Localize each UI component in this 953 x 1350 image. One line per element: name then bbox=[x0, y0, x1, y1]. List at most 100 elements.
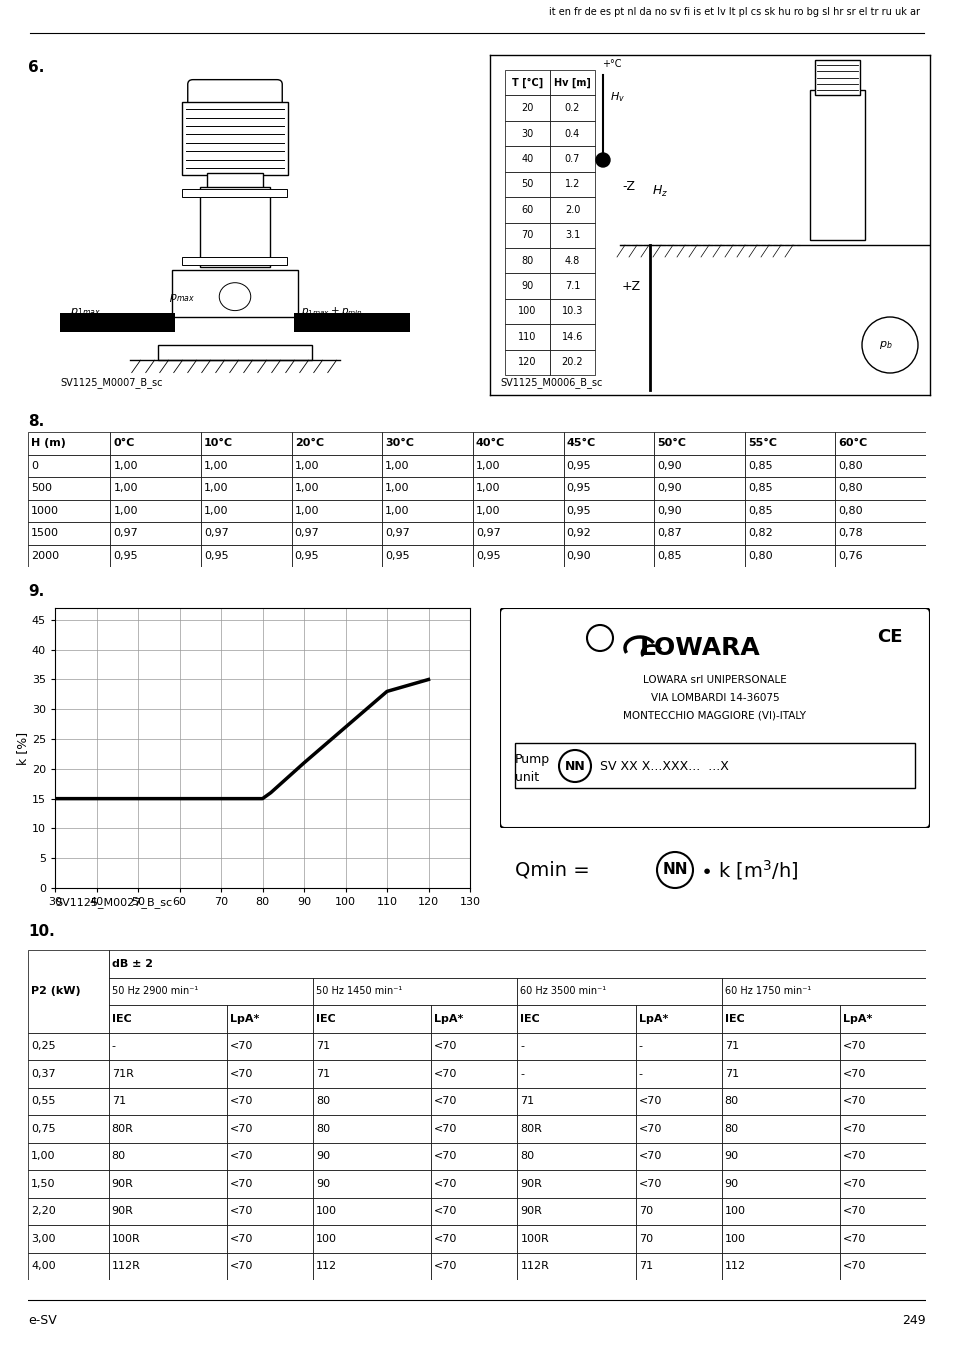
Text: it en fr de es pt nl da no sv fi is et lv lt pl cs sk hu ro bg sl hr sr el tr ru: it en fr de es pt nl da no sv fi is et l… bbox=[548, 7, 919, 18]
Bar bbox=[227, 1088, 313, 1115]
Bar bbox=[227, 1004, 313, 1033]
Bar bbox=[550, 70, 595, 96]
Text: 0.7: 0.7 bbox=[564, 154, 579, 163]
Bar bbox=[517, 977, 720, 1004]
Text: 0,87: 0,87 bbox=[657, 528, 681, 539]
Text: 71: 71 bbox=[519, 1096, 534, 1106]
Text: 0,95: 0,95 bbox=[204, 551, 229, 560]
Bar bbox=[28, 477, 111, 500]
Bar bbox=[504, 273, 550, 298]
Text: 112R: 112R bbox=[519, 1261, 549, 1272]
Bar bbox=[517, 1060, 635, 1088]
Text: 0,95: 0,95 bbox=[566, 460, 591, 471]
Text: 0: 0 bbox=[30, 460, 38, 471]
Text: 0,80: 0,80 bbox=[838, 460, 862, 471]
Text: 0,80: 0,80 bbox=[747, 551, 772, 560]
Text: 6.: 6. bbox=[28, 59, 45, 76]
Bar bbox=[292, 432, 382, 455]
Bar bbox=[744, 544, 835, 567]
Text: 1,00: 1,00 bbox=[476, 483, 500, 493]
Bar bbox=[292, 544, 382, 567]
Bar bbox=[227, 1060, 313, 1088]
Text: 8.: 8. bbox=[28, 413, 44, 428]
Bar bbox=[835, 522, 925, 544]
Text: 1.2: 1.2 bbox=[564, 180, 579, 189]
Bar bbox=[109, 1004, 227, 1033]
Text: 100R: 100R bbox=[519, 1234, 549, 1243]
Text: 2.0: 2.0 bbox=[564, 205, 579, 215]
Text: 60 Hz 3500 min⁻¹: 60 Hz 3500 min⁻¹ bbox=[519, 987, 606, 996]
Text: LpA*: LpA* bbox=[434, 1014, 463, 1023]
Bar bbox=[111, 500, 201, 522]
Text: 50 Hz 1450 min⁻¹: 50 Hz 1450 min⁻¹ bbox=[315, 987, 402, 996]
Bar bbox=[563, 500, 654, 522]
Text: 7.1: 7.1 bbox=[564, 281, 579, 292]
Bar bbox=[504, 324, 550, 350]
Bar bbox=[227, 1142, 313, 1170]
Text: 55°C: 55°C bbox=[747, 439, 776, 448]
Text: 112: 112 bbox=[724, 1261, 745, 1272]
Text: <70: <70 bbox=[434, 1123, 457, 1134]
Bar bbox=[744, 477, 835, 500]
Bar bbox=[431, 1115, 517, 1142]
Text: 71: 71 bbox=[724, 1069, 738, 1079]
Bar bbox=[431, 1033, 517, 1060]
Text: <70: <70 bbox=[842, 1123, 865, 1134]
Text: 112: 112 bbox=[315, 1261, 336, 1272]
FancyBboxPatch shape bbox=[188, 80, 282, 111]
Text: $\bullet$ k [m$^3$/h]: $\bullet$ k [m$^3$/h] bbox=[700, 859, 798, 882]
Bar bbox=[635, 1142, 720, 1170]
Text: <70: <70 bbox=[842, 1041, 865, 1052]
Text: 100: 100 bbox=[315, 1207, 336, 1216]
Text: 90R: 90R bbox=[112, 1179, 133, 1189]
Text: 40: 40 bbox=[521, 154, 533, 163]
Bar bbox=[504, 122, 550, 146]
Bar bbox=[473, 522, 563, 544]
Bar bbox=[835, 455, 925, 477]
Text: $H_z$: $H_z$ bbox=[651, 184, 667, 198]
Bar bbox=[28, 1088, 109, 1115]
Bar bbox=[473, 544, 563, 567]
Bar bbox=[517, 1088, 635, 1115]
Bar bbox=[563, 477, 654, 500]
Text: 80: 80 bbox=[315, 1096, 330, 1106]
Text: MONTECCHIO MAGGIORE (VI)-ITALY: MONTECCHIO MAGGIORE (VI)-ITALY bbox=[623, 711, 805, 721]
Bar bbox=[28, 500, 111, 522]
Bar bbox=[313, 1224, 431, 1253]
Bar bbox=[109, 1197, 227, 1224]
Bar bbox=[839, 1033, 925, 1060]
Text: +°C: +°C bbox=[601, 59, 620, 69]
Text: -Z: -Z bbox=[621, 180, 635, 193]
Text: 1,00: 1,00 bbox=[385, 483, 410, 493]
Bar bbox=[313, 977, 517, 1004]
Bar bbox=[517, 1253, 635, 1280]
Text: IEC: IEC bbox=[724, 1014, 743, 1023]
Bar bbox=[517, 1115, 635, 1142]
Text: 40°C: 40°C bbox=[476, 439, 504, 448]
Bar bbox=[111, 522, 201, 544]
Text: SV1125_M0006_B_sc: SV1125_M0006_B_sc bbox=[499, 377, 601, 387]
Bar bbox=[431, 1253, 517, 1280]
Bar bbox=[504, 146, 550, 171]
Bar bbox=[28, 544, 111, 567]
Circle shape bbox=[219, 282, 251, 310]
Text: <70: <70 bbox=[842, 1261, 865, 1272]
Text: 0,97: 0,97 bbox=[204, 528, 229, 539]
Bar bbox=[313, 1004, 431, 1033]
Bar bbox=[294, 313, 410, 332]
Text: 80: 80 bbox=[315, 1123, 330, 1134]
FancyBboxPatch shape bbox=[182, 103, 288, 174]
Bar bbox=[504, 298, 550, 324]
Bar bbox=[635, 1033, 720, 1060]
Bar bbox=[28, 1170, 109, 1197]
Bar bbox=[563, 544, 654, 567]
Bar bbox=[517, 1197, 635, 1224]
Bar bbox=[431, 1060, 517, 1088]
Text: 0,80: 0,80 bbox=[838, 506, 862, 516]
Bar bbox=[550, 197, 595, 223]
Bar bbox=[207, 173, 263, 190]
Y-axis label: k [%]: k [%] bbox=[16, 732, 29, 764]
Text: Pump: Pump bbox=[515, 753, 550, 765]
Text: 0,82: 0,82 bbox=[747, 528, 772, 539]
Bar bbox=[504, 350, 550, 375]
